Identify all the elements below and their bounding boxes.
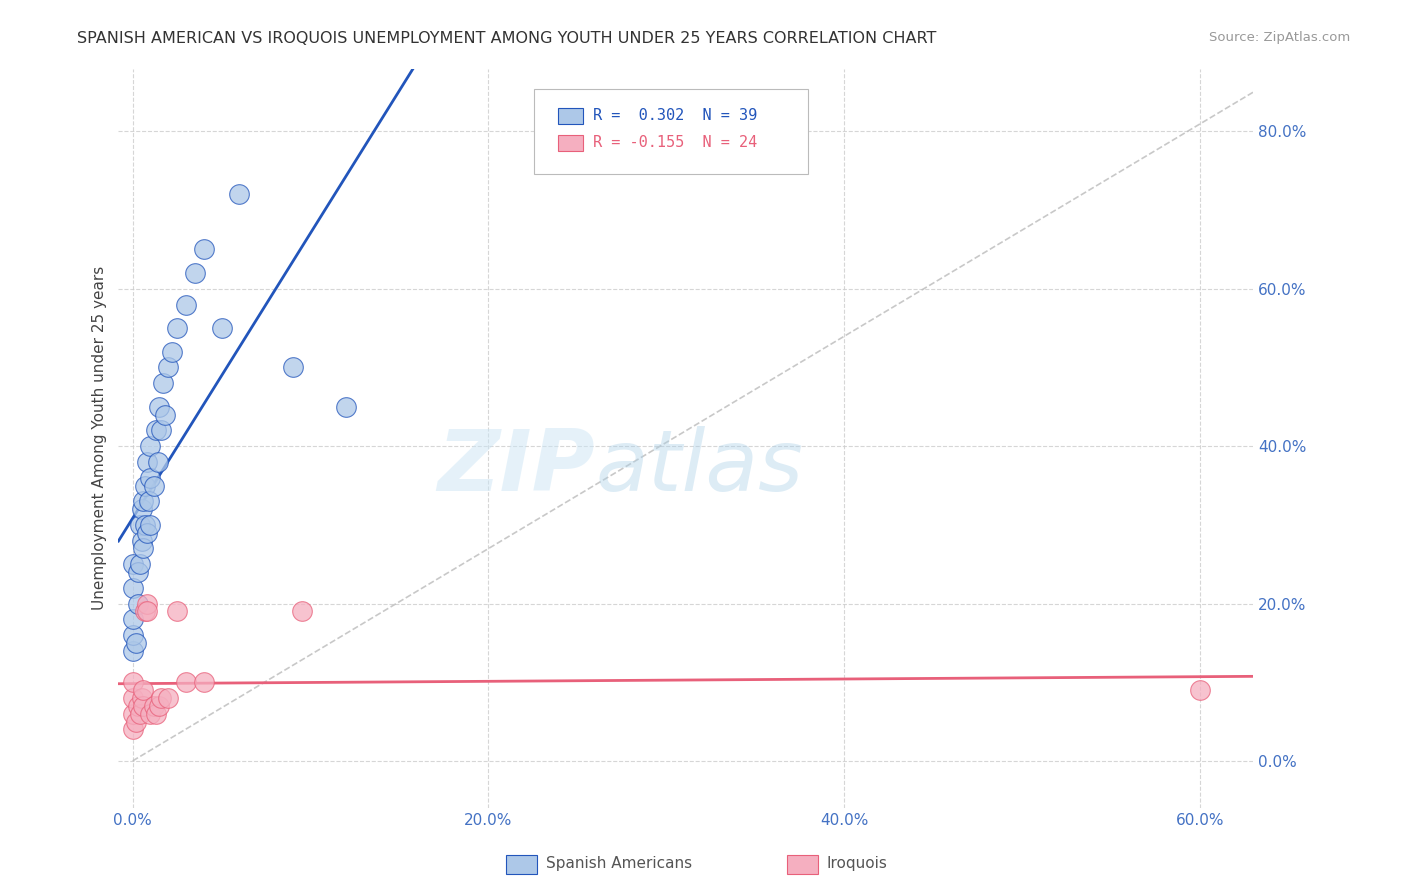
Point xyxy=(127,698,149,713)
Text: Spanish Americans: Spanish Americans xyxy=(546,856,692,871)
Point xyxy=(150,690,173,705)
Point xyxy=(121,628,143,642)
Point xyxy=(131,533,153,548)
Point xyxy=(145,706,167,721)
Text: SPANISH AMERICAN VS IROQUOIS UNEMPLOYMENT AMONG YOUTH UNDER 25 YEARS CORRELATION: SPANISH AMERICAN VS IROQUOIS UNEMPLOYMEN… xyxy=(77,31,936,46)
Point xyxy=(138,494,160,508)
Point xyxy=(211,321,233,335)
Point xyxy=(184,266,207,280)
Point xyxy=(121,723,143,737)
Point xyxy=(139,470,162,484)
Point xyxy=(291,604,314,618)
Point xyxy=(335,400,357,414)
Y-axis label: Unemployment Among Youth under 25 years: Unemployment Among Youth under 25 years xyxy=(93,266,107,610)
Point xyxy=(135,597,157,611)
Point xyxy=(125,636,148,650)
Point xyxy=(152,376,174,391)
Point xyxy=(125,714,148,729)
Point xyxy=(228,187,250,202)
Point xyxy=(121,690,143,705)
Point xyxy=(121,675,143,690)
Point xyxy=(135,525,157,540)
Point xyxy=(121,557,143,571)
Point xyxy=(166,321,188,335)
Point xyxy=(132,698,155,713)
Point xyxy=(128,557,150,571)
Point xyxy=(132,494,155,508)
Point xyxy=(131,690,153,705)
Point xyxy=(121,612,143,626)
Point xyxy=(166,604,188,618)
Point xyxy=(148,698,170,713)
Point xyxy=(143,698,166,713)
Point xyxy=(150,424,173,438)
Point xyxy=(128,706,150,721)
Point xyxy=(143,478,166,492)
Point xyxy=(128,517,150,532)
Point xyxy=(153,408,176,422)
Point xyxy=(132,541,155,556)
Point xyxy=(134,517,156,532)
Point xyxy=(139,517,162,532)
Text: R = -0.155  N = 24: R = -0.155 N = 24 xyxy=(593,136,758,150)
Point xyxy=(1188,683,1211,698)
Text: atlas: atlas xyxy=(595,426,803,509)
Point xyxy=(135,455,157,469)
Point xyxy=(127,565,149,579)
Point xyxy=(127,597,149,611)
Point xyxy=(157,690,180,705)
Point xyxy=(160,344,183,359)
Point xyxy=(148,400,170,414)
Text: ZIP: ZIP xyxy=(437,426,595,509)
Text: Iroquois: Iroquois xyxy=(827,856,887,871)
Point xyxy=(134,478,156,492)
Point xyxy=(135,604,157,618)
Point xyxy=(146,455,169,469)
Point xyxy=(121,644,143,658)
Point xyxy=(174,675,197,690)
Point xyxy=(121,706,143,721)
Point xyxy=(139,706,162,721)
Point xyxy=(193,243,215,257)
Text: R =  0.302  N = 39: R = 0.302 N = 39 xyxy=(593,109,758,123)
Point xyxy=(139,439,162,453)
Text: Source: ZipAtlas.com: Source: ZipAtlas.com xyxy=(1209,31,1350,45)
Point xyxy=(132,683,155,698)
Point xyxy=(193,675,215,690)
Point xyxy=(157,360,180,375)
Point xyxy=(281,360,304,375)
Point xyxy=(121,581,143,595)
Point xyxy=(131,502,153,516)
Point xyxy=(174,297,197,311)
Point xyxy=(145,424,167,438)
Point xyxy=(134,604,156,618)
